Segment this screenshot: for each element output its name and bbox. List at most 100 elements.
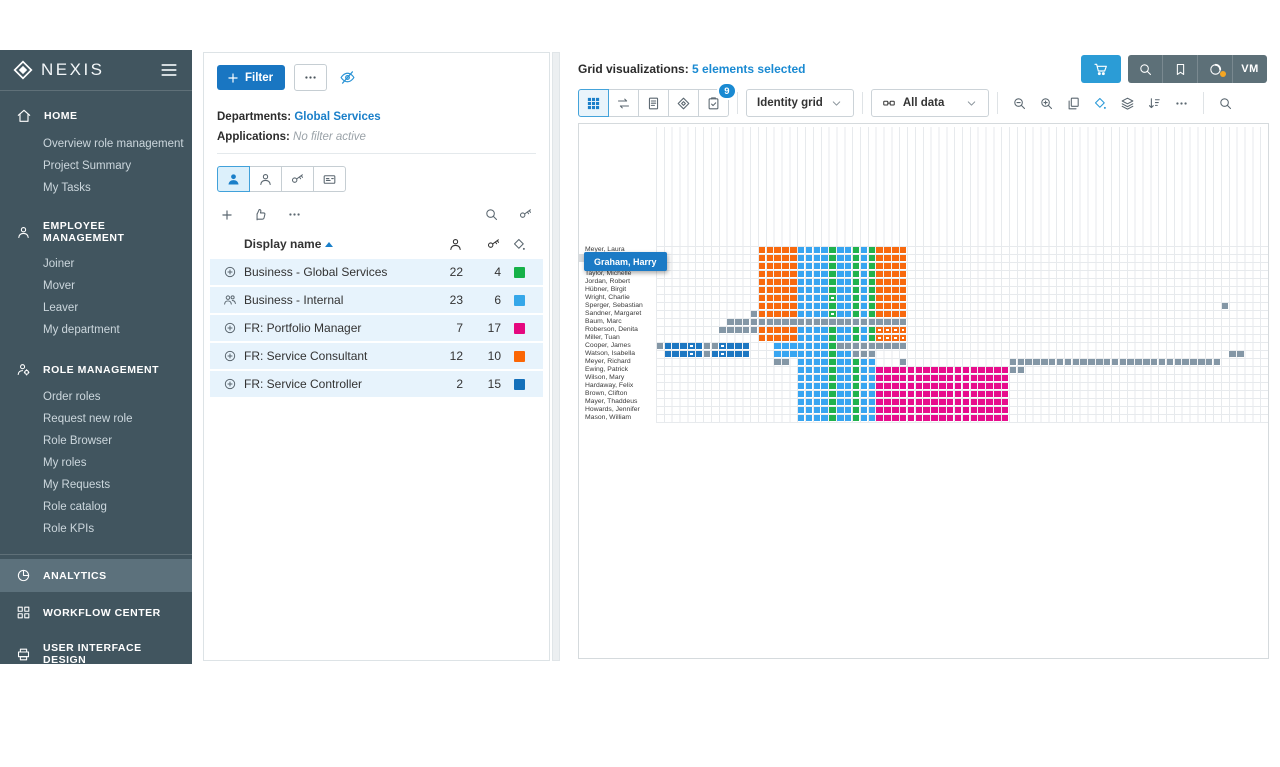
matrix-cell[interactable] xyxy=(899,390,907,398)
matrix-cell[interactable] xyxy=(758,294,766,302)
matrix-cell[interactable] xyxy=(860,382,868,390)
matrix-cell[interactable] xyxy=(1009,358,1017,366)
matrix-row-label[interactable]: Sperger, Sebastian xyxy=(585,302,643,309)
matrix-cell[interactable] xyxy=(852,374,860,382)
matrix-cell[interactable] xyxy=(813,414,821,422)
matrix-cell[interactable] xyxy=(735,326,742,334)
grid-type-dropdown[interactable]: Identity grid xyxy=(746,89,854,117)
matrix-cell[interactable] xyxy=(915,414,923,422)
matrix-cell[interactable] xyxy=(805,318,813,326)
matrix-cell[interactable] xyxy=(813,302,821,310)
matrix-cell[interactable] xyxy=(766,326,773,334)
matrix-cell[interactable] xyxy=(860,270,868,278)
matrix-cell[interactable] xyxy=(876,270,883,278)
sidebar-item-role-kpis[interactable]: Role KPIs xyxy=(43,523,95,535)
matrix-cell[interactable] xyxy=(837,358,844,366)
matrix-cell[interactable] xyxy=(907,382,915,390)
matrix-cell[interactable] xyxy=(743,326,750,334)
sidebar-item-request-new-role[interactable]: Request new role xyxy=(43,413,133,425)
matrix-cell[interactable] xyxy=(805,342,813,350)
matrix-cell[interactable] xyxy=(805,398,813,406)
matrix-cell[interactable] xyxy=(1119,358,1127,366)
matrix-cell[interactable] xyxy=(868,262,875,270)
matrix-cell[interactable] xyxy=(782,278,789,286)
matrix-cell[interactable] xyxy=(954,398,962,406)
matrix-cell[interactable] xyxy=(1096,358,1103,366)
layers-icon[interactable] xyxy=(1120,96,1135,111)
sidebar-item-role-catalog[interactable]: Role catalog xyxy=(43,501,107,513)
matrix-cell[interactable] xyxy=(892,294,899,302)
matrix-cell[interactable] xyxy=(860,374,868,382)
matrix-cell[interactable] xyxy=(923,406,930,414)
matrix-cell[interactable] xyxy=(797,262,805,270)
matrix-cell[interactable] xyxy=(813,366,821,374)
matrix-cell[interactable] xyxy=(1198,358,1205,366)
tab-identities[interactable] xyxy=(249,166,282,192)
matrix-cell[interactable] xyxy=(813,358,821,366)
matrix-cell[interactable] xyxy=(829,358,836,366)
matrix-cell[interactable] xyxy=(797,246,805,254)
matrix-cell[interactable] xyxy=(813,254,821,262)
matrix-cell[interactable] xyxy=(892,318,899,326)
matrix-cell[interactable] xyxy=(899,406,907,414)
matrix-cell[interactable] xyxy=(884,254,891,262)
matrix-cell[interactable] xyxy=(829,334,836,342)
matrix-cell[interactable] xyxy=(727,350,734,358)
matrix-cell[interactable] xyxy=(758,318,766,326)
matrix-cell[interactable] xyxy=(860,414,868,422)
matrix-cell[interactable] xyxy=(876,414,883,422)
thumb-up-icon[interactable] xyxy=(253,207,268,222)
matrix-cell[interactable] xyxy=(782,334,789,342)
matrix-cell[interactable] xyxy=(1072,358,1079,366)
matrix-cell[interactable] xyxy=(860,398,868,406)
matrix-cell[interactable] xyxy=(852,278,860,286)
matrix-cell[interactable] xyxy=(829,302,836,310)
matrix-cell[interactable] xyxy=(845,246,852,254)
matrix-cell[interactable] xyxy=(868,318,875,326)
matrix-cell[interactable] xyxy=(962,390,970,398)
matrix-cell[interactable] xyxy=(923,414,930,422)
entitlements-column-icon[interactable] xyxy=(486,237,501,252)
matrix-cell[interactable] xyxy=(758,278,766,286)
matrix-cell[interactable] xyxy=(852,270,860,278)
matrix-cell[interactable] xyxy=(719,342,726,350)
matrix-cell[interactable] xyxy=(876,278,883,286)
matrix-cell[interactable] xyxy=(774,286,781,294)
matrix-cell[interactable] xyxy=(860,350,868,358)
matrix-cell[interactable] xyxy=(758,334,766,342)
matrix-cell[interactable] xyxy=(845,406,852,414)
matrix-cell[interactable] xyxy=(805,382,813,390)
matrix-cell[interactable] xyxy=(790,302,797,310)
matrix-cell[interactable] xyxy=(868,406,875,414)
matrix-cell[interactable] xyxy=(813,246,821,254)
matrix-cell[interactable] xyxy=(758,310,766,318)
matrix-cell[interactable] xyxy=(774,350,781,358)
matrix-cell[interactable] xyxy=(899,334,907,342)
matrix-cell[interactable] xyxy=(829,350,836,358)
matrix-cell[interactable] xyxy=(821,358,828,366)
matrix-row-label[interactable]: Howards, Jennifer xyxy=(585,406,640,413)
matrix-cell[interactable] xyxy=(884,310,891,318)
matrix-cell[interactable] xyxy=(884,278,891,286)
matrix-cell[interactable] xyxy=(837,278,844,286)
matrix-row-label[interactable]: Roberson, Denita xyxy=(585,326,638,333)
matrix-cell[interactable] xyxy=(954,406,962,414)
matrix-cell[interactable] xyxy=(884,334,891,342)
matrix-row-label[interactable]: Baum, Marc xyxy=(585,318,622,325)
matrix-cell[interactable] xyxy=(884,294,891,302)
matrix-cell[interactable] xyxy=(672,342,679,350)
matrix-cell[interactable] xyxy=(829,254,836,262)
matrix-cell[interactable] xyxy=(852,390,860,398)
users-column-icon[interactable] xyxy=(448,237,463,252)
matrix-cell[interactable] xyxy=(1237,350,1244,358)
matrix-cell[interactable] xyxy=(837,406,844,414)
matrix-cell[interactable] xyxy=(680,342,687,350)
matrix-cell[interactable] xyxy=(1103,358,1111,366)
matrix-cell[interactable] xyxy=(782,342,789,350)
matrix-cell[interactable] xyxy=(994,382,1001,390)
matrix-cell[interactable] xyxy=(766,254,773,262)
matrix-cell[interactable] xyxy=(899,342,907,350)
matrix-cell[interactable] xyxy=(970,390,977,398)
matrix-cell[interactable] xyxy=(790,294,797,302)
matrix-cell[interactable] xyxy=(829,414,836,422)
